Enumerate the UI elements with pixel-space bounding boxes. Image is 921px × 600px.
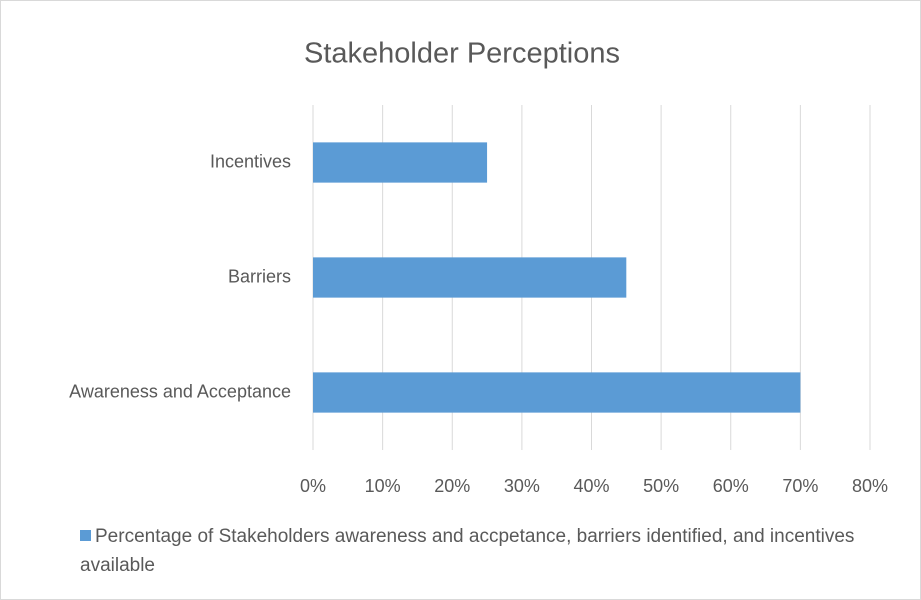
bar bbox=[313, 372, 801, 413]
x-tick-label: 70% bbox=[782, 476, 818, 496]
legend-swatch bbox=[80, 530, 91, 541]
x-tick-label: 60% bbox=[713, 476, 749, 496]
x-tick-label: 30% bbox=[504, 476, 540, 496]
x-tick-label: 50% bbox=[643, 476, 679, 496]
y-tick-label: Awareness and Acceptance bbox=[69, 381, 291, 401]
y-tick-label: Barriers bbox=[228, 266, 291, 286]
x-tick-label: 0% bbox=[300, 476, 326, 496]
legend-label: Percentage of Stakeholders awareness and… bbox=[80, 526, 855, 576]
x-tick-label: 80% bbox=[852, 476, 888, 496]
x-tick-label: 40% bbox=[573, 476, 609, 496]
bar bbox=[313, 257, 627, 298]
bar bbox=[313, 142, 488, 183]
legend: Percentage of Stakeholders awareness and… bbox=[80, 522, 880, 580]
y-tick-label: Incentives bbox=[210, 151, 291, 171]
chart-title: Stakeholder Perceptions bbox=[304, 38, 620, 70]
x-tick-label: 20% bbox=[434, 476, 470, 496]
x-tick-label: 10% bbox=[365, 476, 401, 496]
